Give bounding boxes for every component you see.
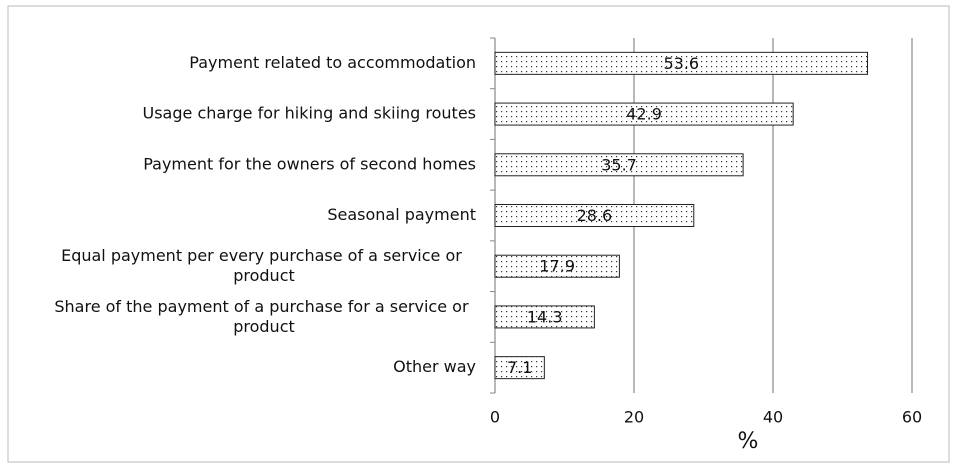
bar bbox=[494, 153, 744, 177]
y-tick-label: Seasonal payment bbox=[327, 205, 476, 224]
x-axis-label: % bbox=[738, 429, 759, 454]
y-tick-label: Payment for the owners of second homes bbox=[143, 154, 476, 173]
data-label: 17.9 bbox=[539, 257, 575, 276]
y-tick-label: Usage charge for hiking and skiing route… bbox=[143, 104, 477, 123]
data-label: 42.9 bbox=[626, 105, 662, 124]
data-label: 35.7 bbox=[601, 155, 637, 174]
bar bbox=[494, 356, 545, 380]
y-tick-label: Equal payment per every purchase of a se… bbox=[61, 246, 467, 285]
bar bbox=[494, 51, 869, 75]
y-tick-label: Share of the payment of a purchase for a… bbox=[54, 296, 473, 335]
data-label: 28.6 bbox=[577, 206, 613, 225]
x-tick-label: 40 bbox=[763, 408, 783, 427]
x-tick-label: 20 bbox=[624, 408, 644, 427]
bar bbox=[494, 305, 595, 329]
bar bbox=[494, 254, 620, 278]
bar bbox=[494, 204, 695, 227]
x-tick-label: 60 bbox=[902, 408, 922, 427]
y-tick-label: Payment related to accommodation bbox=[189, 53, 476, 72]
data-label: 7.1 bbox=[507, 358, 532, 377]
data-label: 14.3 bbox=[527, 307, 563, 326]
data-label: 53.6 bbox=[663, 54, 699, 73]
bar bbox=[494, 102, 794, 126]
y-tick-label: Other way bbox=[393, 357, 476, 376]
x-tick-label: 0 bbox=[490, 408, 500, 427]
frame bbox=[7, 5, 950, 463]
